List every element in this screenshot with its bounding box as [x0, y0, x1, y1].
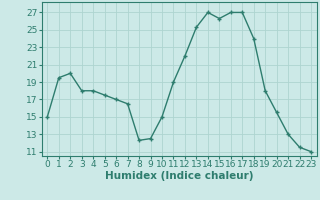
X-axis label: Humidex (Indice chaleur): Humidex (Indice chaleur) — [105, 171, 253, 181]
